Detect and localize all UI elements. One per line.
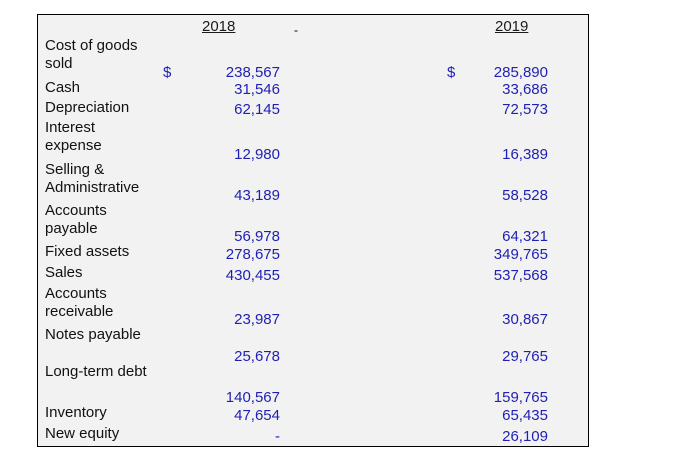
row-label: Inventory — [45, 404, 107, 421]
table-row: Long-term debt 140,567 159,765 — [38, 363, 588, 406]
value-2019: 58,528 — [502, 187, 548, 204]
value-2018: 31,546 — [234, 81, 280, 98]
value-2019: 65,435 — [502, 407, 548, 424]
value-2019: 537,568 — [493, 267, 548, 284]
row-label: Selling & Administrative — [45, 161, 140, 196]
value-2018: - — [275, 428, 280, 445]
dash-mark: - — [294, 23, 298, 37]
row-label: Cash — [45, 79, 81, 96]
value-2019: 30,867 — [502, 311, 548, 328]
table-row: Accounts receivable 23,987 30,867 — [38, 285, 588, 328]
value-2018: 278,675 — [225, 246, 280, 263]
table-row: Depreciation 62,145 72,573 — [38, 99, 588, 119]
row-label: Fixed assets — [45, 243, 130, 260]
currency-sign: $ — [447, 64, 456, 81]
table-row: Selling & Administrative 43,189 58,528 — [38, 161, 588, 204]
value-2019: 285,890 — [493, 64, 548, 81]
row-label: Depreciation — [45, 99, 130, 116]
column-header: 2019 — [495, 18, 529, 35]
table-row: New equity - 26,109 — [38, 425, 588, 446]
value-2019: 64,321 — [502, 228, 548, 245]
value-2018: 140,567 — [225, 389, 280, 406]
table-row: Fixed assets 278,675 349,765 — [38, 243, 588, 264]
value-2018: 430,455 — [225, 267, 280, 284]
value-2018: 238,567 — [225, 64, 280, 81]
row-label: New equity — [45, 425, 120, 442]
value-2018: 62,145 — [234, 101, 280, 118]
row-label: Interest expense — [45, 119, 102, 154]
column-header: 2018 — [202, 18, 236, 35]
row-label: Accounts receivable — [45, 285, 114, 320]
table-row: Notes payable 25,678 29,765 — [38, 326, 588, 365]
table: 2018 2019 - Cost of goods sold 238,567 285… — [37, 14, 589, 447]
row-label: Long-term debt — [45, 363, 147, 380]
value-2018: 23,987 — [234, 311, 280, 328]
value-2018: 25,678 — [234, 348, 280, 365]
table-row: Sales 430,455 537,568 — [38, 264, 588, 285]
table-row: Interest expense 12,980 16,389 — [38, 119, 588, 163]
row-label: Accounts payable — [45, 202, 107, 237]
value-2018: 56,978 — [234, 228, 280, 245]
currency-sign: $ — [163, 64, 172, 81]
table-row: Inventory 47,654 65,435 — [38, 404, 588, 425]
value-2019: 72,573 — [502, 101, 548, 118]
value-2019: 159,765 — [493, 389, 548, 406]
value-2018: 43,189 — [234, 187, 280, 204]
row-label: Notes payable — [45, 326, 141, 343]
value-2019: 29,765 — [502, 348, 548, 365]
table-row: Accounts payable 56,978 64,321 — [38, 202, 588, 245]
value-2019: 26,109 — [502, 428, 548, 445]
table-row: Cost of goods sold 238,567 285,890 $ $ — [38, 37, 588, 81]
value-2018: 47,654 — [234, 407, 280, 424]
value-2019: 33,686 — [502, 81, 548, 98]
row-label: Cost of goods sold — [45, 37, 138, 72]
value-2019: 349,765 — [493, 246, 548, 263]
row-label: Sales — [45, 264, 83, 281]
value-2018: 12,980 — [234, 146, 280, 163]
value-2019: 16,389 — [502, 146, 548, 163]
table-row: Cash 31,546 33,686 — [38, 79, 588, 99]
